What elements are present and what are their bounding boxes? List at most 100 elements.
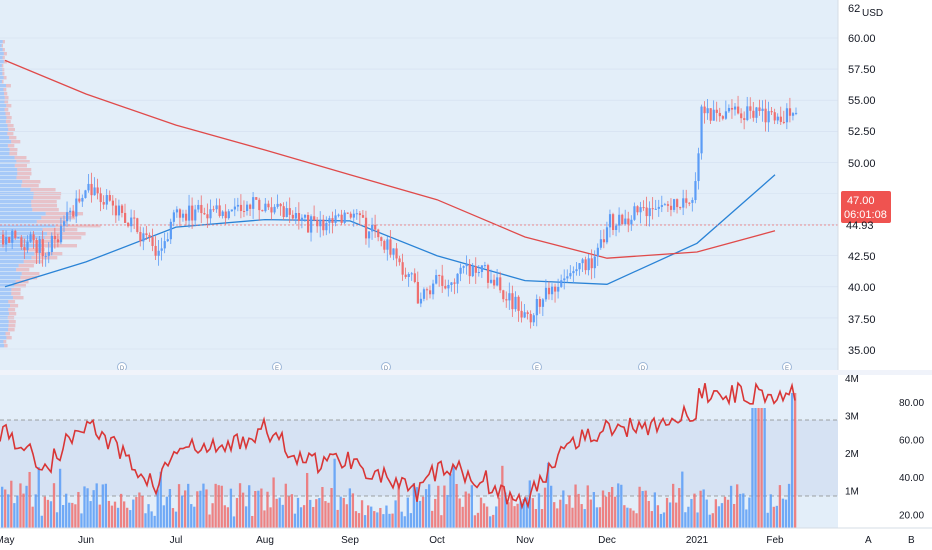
time-axis[interactable]: May Jun Jul Aug Sep Oct Nov Dec 2021 Feb <box>0 535 784 546</box>
candle <box>316 216 319 233</box>
volume-bar <box>83 486 86 528</box>
candle <box>471 262 474 278</box>
candle-body <box>41 239 44 257</box>
candle-body <box>557 286 560 292</box>
candle <box>718 107 721 122</box>
volume-bar <box>248 485 251 528</box>
candle <box>404 267 407 279</box>
candle-body <box>715 109 718 113</box>
candle <box>602 229 606 249</box>
volume-bar <box>690 498 693 528</box>
candle <box>169 218 172 244</box>
candle-body <box>87 183 90 191</box>
candle-body <box>66 212 69 222</box>
volume-bar <box>623 505 626 528</box>
volume-bar <box>702 489 705 528</box>
volume-bar <box>217 485 220 528</box>
volume-bar <box>193 506 196 528</box>
candle-body <box>627 218 630 225</box>
volume-tick-label: 4M <box>845 374 859 385</box>
candle-body <box>596 247 599 257</box>
profile-bar-buy <box>0 264 19 268</box>
rsi-tick-label: 80.00 <box>899 398 924 409</box>
candle-body <box>581 259 584 264</box>
price-axis[interactable]: 62 60.00 57.50 55.00 52.50 50.00 42.50 40.00 37.… <box>848 3 876 357</box>
candle <box>163 232 166 254</box>
volume-bar <box>211 503 214 528</box>
candle <box>642 200 645 211</box>
candle <box>246 201 249 216</box>
moving-averages <box>4 59 776 288</box>
profile-bar-buy <box>0 256 32 260</box>
volume-bar <box>190 504 193 528</box>
profile-bar-buy <box>0 124 8 128</box>
candle <box>386 236 389 261</box>
candle-body <box>175 209 179 213</box>
profile-bar-buy <box>0 108 5 112</box>
volume-bar <box>556 508 559 528</box>
volume-bar <box>440 515 443 528</box>
volume-bar <box>266 491 269 528</box>
volume-bar <box>129 510 132 528</box>
candle-body <box>169 221 172 240</box>
candle <box>203 207 206 216</box>
profile-bar-sell <box>17 172 32 176</box>
candle <box>303 214 307 223</box>
volume-bar <box>376 512 379 528</box>
volume-bar <box>604 496 608 528</box>
candlesticks[interactable] <box>2 95 798 329</box>
volume-bar <box>397 483 400 528</box>
profile-bar-buy <box>0 100 5 104</box>
candle-body <box>718 112 721 117</box>
candle <box>743 111 746 130</box>
candle-body <box>59 225 63 243</box>
volume-bar <box>412 483 416 528</box>
candle-body <box>188 205 191 221</box>
earnings-marker-icon[interactable]: E <box>782 362 792 373</box>
profile-bar-buy <box>0 48 3 52</box>
candle-body <box>499 277 502 291</box>
candle-body <box>392 248 395 255</box>
candle <box>764 99 767 132</box>
volume-bars <box>1 393 797 528</box>
profile-bar-buy <box>0 304 10 308</box>
candle-body <box>773 112 776 121</box>
candle <box>300 214 304 229</box>
volume-tick-label: 2M <box>845 449 859 460</box>
candle <box>56 233 60 248</box>
profile-bar-sell <box>2 40 5 44</box>
candle <box>419 292 423 308</box>
candle <box>258 197 261 221</box>
volume-bar <box>760 408 763 528</box>
candle-body <box>2 234 5 245</box>
candle-body <box>666 204 670 206</box>
candle <box>444 279 447 290</box>
candle <box>380 236 383 247</box>
last-price-badge[interactable] <box>841 191 891 223</box>
profile-bar-sell <box>11 140 21 144</box>
profile-bar-buy <box>0 308 9 312</box>
candle <box>145 225 148 240</box>
candle <box>50 232 53 256</box>
corner-button-a[interactable]: A <box>865 535 872 546</box>
profile-bar-sell <box>33 196 61 200</box>
candle <box>535 294 538 327</box>
profile-bar-buy <box>0 212 46 216</box>
profile-bar-sell <box>18 264 34 268</box>
volume-bar <box>644 490 647 528</box>
profile-bar-sell <box>8 308 16 312</box>
volume-bar <box>723 496 727 528</box>
candle-body <box>438 275 441 277</box>
volume-bar <box>525 497 528 528</box>
candle-body <box>779 116 782 122</box>
volume-bar <box>168 489 172 528</box>
price-tick-label: 60.00 <box>848 33 876 45</box>
volume-bar <box>357 513 361 528</box>
corner-button-b[interactable]: B <box>908 535 915 546</box>
profile-bar-sell <box>33 240 61 244</box>
candle-body <box>151 237 154 246</box>
volume-axis: 4M 3M 2M 1M <box>845 374 859 498</box>
candle-body <box>261 210 264 212</box>
candle <box>160 237 163 261</box>
